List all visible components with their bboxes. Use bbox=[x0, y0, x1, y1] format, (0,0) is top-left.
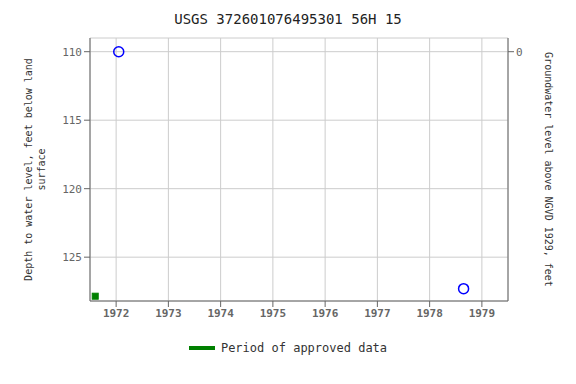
svg-text:1977: 1977 bbox=[364, 307, 391, 320]
svg-text:1978: 1978 bbox=[416, 307, 443, 320]
svg-text:110: 110 bbox=[62, 46, 82, 59]
svg-text:surface: surface bbox=[36, 148, 47, 190]
svg-text:120: 120 bbox=[62, 183, 82, 196]
svg-text:1975: 1975 bbox=[260, 307, 287, 320]
html-text:Period of approved data: Period of approved data bbox=[220, 341, 388, 355]
svg-text:1976: 1976 bbox=[312, 307, 339, 320]
svg-text:Depth to water level, feet bel: Depth to water level, feet below land bbox=[23, 58, 34, 281]
svg-text:Groundwater level above NGVD 1: Groundwater level above NGVD 1929, feet bbox=[543, 52, 554, 287]
svg-text:125: 125 bbox=[62, 251, 82, 264]
svg-text:1972: 1972 bbox=[103, 307, 130, 320]
html-text:USGS 372601076495301 56H 15: USGS 372601076495301 56H 15 bbox=[174, 11, 402, 27]
svg-text:0: 0 bbox=[516, 46, 523, 59]
svg-text:1973: 1973 bbox=[155, 307, 182, 320]
svg-text:1979: 1979 bbox=[469, 307, 496, 320]
svg-text:1974: 1974 bbox=[207, 307, 234, 320]
svg-text:115: 115 bbox=[62, 114, 82, 127]
